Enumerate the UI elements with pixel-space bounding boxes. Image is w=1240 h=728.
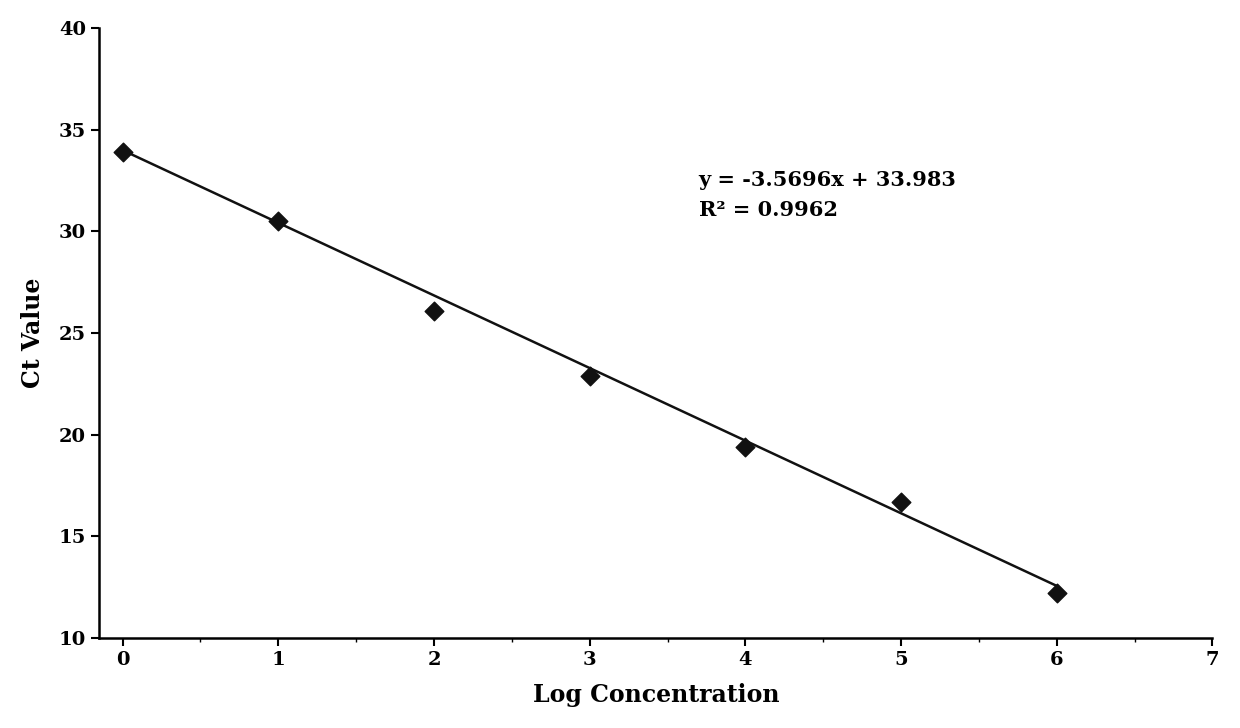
Point — [735, 441, 755, 453]
Point — [268, 215, 288, 227]
X-axis label: Log Concentration: Log Concentration — [533, 683, 779, 707]
Text: y = -3.5696x + 33.983
R² = 0.9962: y = -3.5696x + 33.983 R² = 0.9962 — [698, 170, 956, 220]
Point — [113, 146, 133, 158]
Point — [580, 370, 600, 381]
Point — [424, 305, 444, 317]
Y-axis label: Ct Value: Ct Value — [21, 278, 45, 388]
Point — [1047, 587, 1066, 599]
Point — [892, 496, 911, 507]
